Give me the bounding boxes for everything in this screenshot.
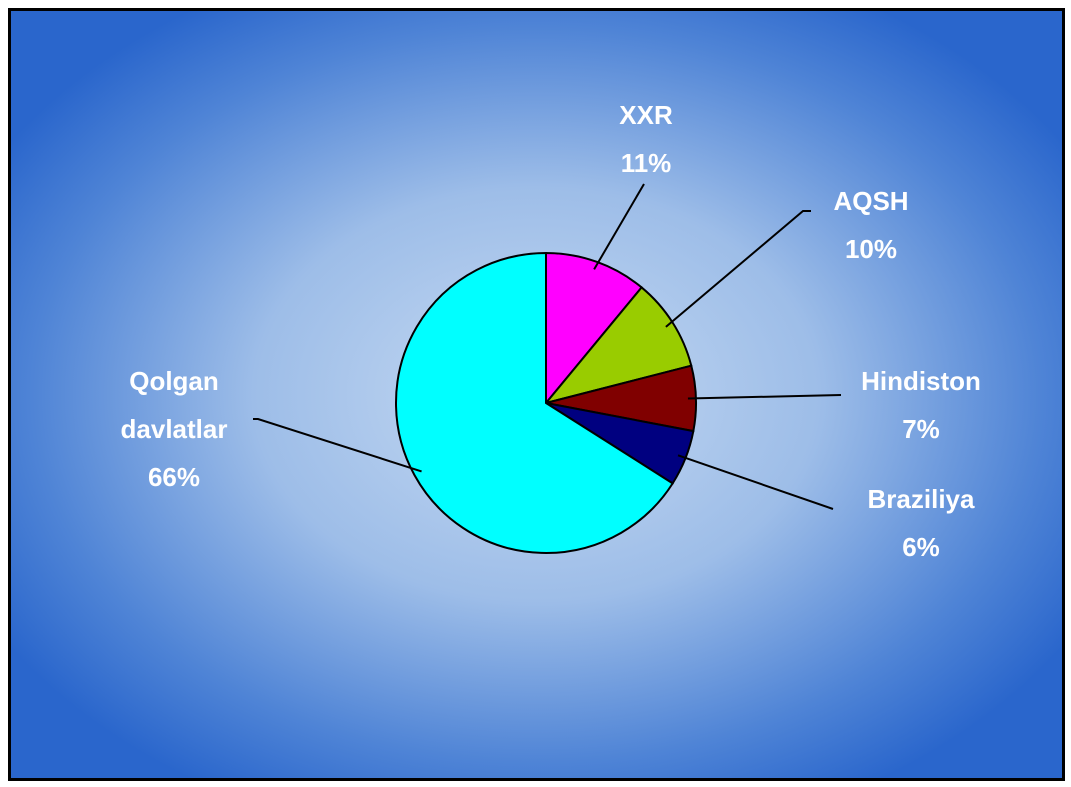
category-label: Qolgan davlatlar: [120, 366, 228, 444]
slice-label: Braziliya 6%: [811, 475, 1031, 571]
category-label: Braziliya: [867, 484, 975, 514]
chart: [253, 183, 842, 554]
leader-line: [665, 210, 811, 328]
value-label: 10%: [844, 234, 898, 264]
value-label: 6%: [902, 532, 940, 562]
leader-line: [593, 183, 645, 270]
chart-frame: XXR 11% AQSH 10% Hindiston 7% Braziliya 6% Qolga…: [8, 8, 1065, 781]
value-label: 66%: [147, 462, 201, 492]
pie-slice: [395, 251, 675, 554]
slice-label: Qolgan davlatlar 66%: [79, 357, 269, 501]
pie-slice: [545, 251, 644, 406]
leader-line: [677, 454, 834, 510]
category-label: XXR: [619, 100, 673, 130]
value-label: 11%: [620, 148, 672, 178]
value-label: 7%: [902, 414, 940, 444]
category-label: Hindiston: [861, 366, 981, 396]
category-label: AQSH: [833, 186, 909, 216]
leader-line: [687, 394, 842, 400]
slice-label: AQSH 10%: [771, 177, 971, 273]
slice-label: Hindiston 7%: [811, 357, 1031, 453]
slice-label: XXR 11%: [546, 91, 746, 187]
leader-line: [253, 418, 422, 473]
